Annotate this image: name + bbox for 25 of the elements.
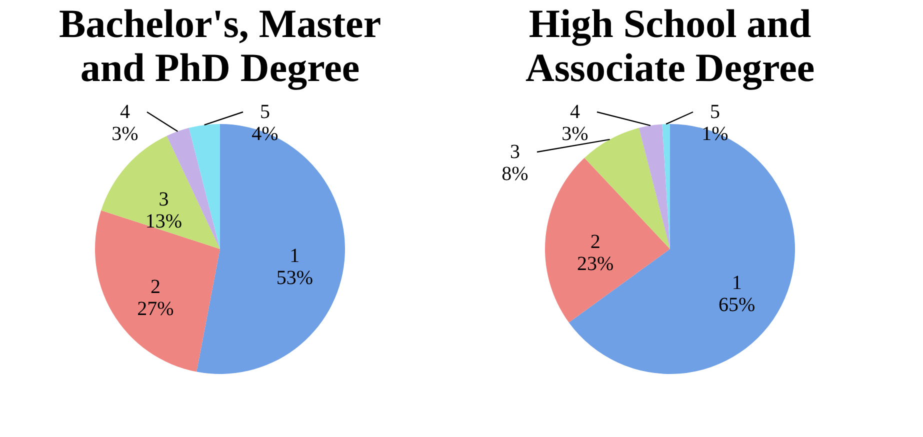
data-label: 53% <box>276 267 314 290</box>
data-label: 3% <box>562 123 588 145</box>
data-label: 8% <box>502 163 528 185</box>
slice-label: 5 <box>260 101 270 123</box>
slice-label: 2 <box>150 276 160 298</box>
slice-label: 1 <box>732 272 742 294</box>
data-label: 65% <box>718 294 756 316</box>
pie-slice <box>196 124 345 374</box>
data-label: 23% <box>576 252 614 275</box>
slice-label: 5 <box>710 101 720 123</box>
slice-label: 4 <box>120 101 130 123</box>
chart-title: High School and Associate Degree <box>525 1 815 90</box>
slice-label: 4 <box>570 101 580 123</box>
pie-slice <box>188 124 220 249</box>
slice-label: 3 <box>510 141 520 163</box>
slice-label: 1 <box>290 245 300 268</box>
chart-title: Bachelor's, Master and PhD Degree <box>58 1 382 90</box>
pie-slice <box>638 124 670 249</box>
data-label: 3% <box>112 123 138 145</box>
slice-label: 2 <box>590 230 600 253</box>
pie-slice <box>545 158 670 322</box>
data-label: 27% <box>137 298 174 320</box>
pie-slice <box>95 210 220 372</box>
slice-label: 3 <box>158 188 169 210</box>
data-label: 13% <box>145 210 182 232</box>
